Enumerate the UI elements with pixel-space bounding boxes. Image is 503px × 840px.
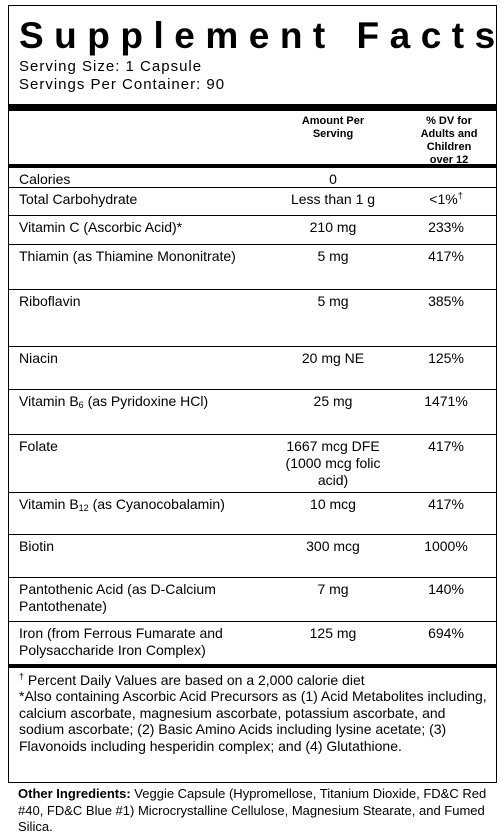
footnote-text: Percent Daily Values are based on a 2,00… <box>24 672 365 688</box>
daily-value: <1%† <box>401 191 491 208</box>
table-row: Riboflavin 5 mg 385% <box>9 290 496 347</box>
footnote: *Also containing Ascorbic Acid Precursor… <box>19 688 487 754</box>
daily-value: 1471% <box>401 393 491 410</box>
nutrient-name: Riboflavin <box>19 293 259 310</box>
text: Veggie Capsule (Hypromellose, Titanium D… <box>18 786 487 834</box>
amount: 125 mg <box>309 625 357 641</box>
nutrient-name: Vitamin B12 (as Cyanocobalamin) <box>19 496 259 513</box>
dv-text: 417% <box>428 248 464 264</box>
nutrient-name: Pantothenic Acid (as D-Calcium Pantothen… <box>19 581 259 615</box>
dv-text: 140% <box>428 581 464 597</box>
column-header: % DV for Adults and Children over 12 <box>420 115 478 166</box>
amount: 20 mg NE <box>301 350 365 366</box>
footnote: † Percent Daily Values are based on a 2,… <box>19 672 491 688</box>
name-text: (as Cyanocobalamin) <box>88 496 225 512</box>
table-row: Biotin 300 mcg 1000% <box>9 535 496 578</box>
name-text: Biotin <box>19 538 55 554</box>
name-text: Vitamin B <box>19 393 79 409</box>
amount: 0 <box>329 171 337 187</box>
nutrient-name: Iron (from Ferrous Fumarate and Polysacc… <box>19 625 259 659</box>
amount: 300 mcg <box>306 538 360 554</box>
dagger: † <box>19 671 25 682</box>
table-row: Folate 1667 mcg DFE (1000 mcg folic acid)… <box>9 435 496 493</box>
dv-text: 694% <box>428 625 464 641</box>
other-ingredients: Other Ingredients: Veggie Capsule (Hypro… <box>18 786 498 836</box>
dv-text: 385% <box>428 293 464 309</box>
name-text: (as Pyridoxine HCl) <box>83 393 209 409</box>
table-row: Vitamin C (Ascorbic Acid)* 210 mg 233% <box>9 216 496 245</box>
nutrient-name: Folate <box>19 438 259 455</box>
thick-rule <box>9 164 496 168</box>
amount: 210 mg <box>309 219 357 235</box>
nutrient-name: Niacin <box>19 350 259 367</box>
amount: 25 mg <box>313 393 353 409</box>
name-text: Folate <box>19 438 58 454</box>
thick-rule <box>9 664 496 668</box>
table-row: Calories 0 <box>9 168 496 188</box>
table-row: Iron (from Ferrous Fumarate and Polysacc… <box>9 622 496 665</box>
amount: 7 mg <box>317 581 349 597</box>
table-row: Thiamin (as Thiamine Mononitrate) 5 mg 417… <box>9 245 496 290</box>
daily-value: 417% <box>401 496 491 513</box>
name-subscript: 6 <box>78 400 84 410</box>
amount: 5 mg <box>317 248 349 264</box>
name-text: Riboflavin <box>19 293 81 309</box>
daily-value: 694% <box>401 625 491 642</box>
name-text: Pantothenic Acid (as D-Calcium Pantothen… <box>19 581 216 614</box>
daily-value: 1000% <box>401 538 491 555</box>
daily-value: 417% <box>401 248 491 265</box>
thick-rule <box>9 104 496 111</box>
name-text: Thiamin (as Thiamine Mononitrate) <box>19 248 236 264</box>
dv-text: 1000% <box>424 538 468 554</box>
name-text: Total Carbohydrate <box>19 191 138 207</box>
dv-text: 233% <box>428 219 464 235</box>
name-text: Vitamin C (Ascorbic Acid)* <box>19 219 183 235</box>
daily-value: 233% <box>401 219 491 236</box>
amount: 10 mcg <box>310 496 356 512</box>
dv-text: 125% <box>428 350 464 366</box>
nutrient-name: Vitamin B6 (as Pyridoxine HCl) <box>19 393 259 410</box>
nutrient-name: Thiamin (as Thiamine Mononitrate) <box>19 248 259 265</box>
name-text: Niacin <box>19 350 58 366</box>
table-row: Total Carbohydrate Less than 1 g <1%† <box>9 188 496 216</box>
nutrient-name: Calories <box>19 171 259 188</box>
daily-value: 385% <box>401 293 491 310</box>
amount: Less than 1 g <box>290 191 376 207</box>
servings-per-container: Servings Per Container: 90 <box>19 76 226 93</box>
label: Other Ingredients: <box>18 786 131 801</box>
nutrient-name: Biotin <box>19 538 259 555</box>
amount: 1667 mcg DFE (1000 mcg folic acid) <box>285 438 381 488</box>
name-text: Iron (from Ferrous Fumarate and Polysacc… <box>19 625 223 658</box>
dv-text: 1471% <box>424 393 468 409</box>
name-text: Vitamin B <box>19 496 79 512</box>
amount: 5 mg <box>317 293 349 309</box>
dv-text: 417% <box>428 438 464 454</box>
title: Supplement Facts <box>19 15 503 56</box>
name-text: Calories <box>19 171 71 187</box>
column-header: Amount Per Serving <box>301 115 365 140</box>
table-row: Pantothenic Acid (as D-Calcium Pantothen… <box>9 578 496 622</box>
dv-mark: † <box>457 190 463 201</box>
dv-text: <1% <box>429 191 458 207</box>
name-subscript: 12 <box>78 503 89 513</box>
daily-value: 417% <box>401 438 491 455</box>
facts-panel: Supplement Facts Serving Size: 1 Capsule… <box>8 5 497 783</box>
daily-value: 125% <box>401 350 491 367</box>
table-row: Vitamin B12 (as Cyanocobalamin) 10 mcg 417… <box>9 493 496 535</box>
dv-text: 417% <box>428 496 464 512</box>
footnotes: † Percent Daily Values are based on a 2,… <box>19 672 491 754</box>
table-row: Niacin 20 mg NE 125% <box>9 347 496 390</box>
table-row: Vitamin B6 (as Pyridoxine HCl) 25 mg 1471% <box>9 390 496 435</box>
nutrient-name: Vitamin C (Ascorbic Acid)* <box>19 219 259 236</box>
nutrient-name: Total Carbohydrate <box>19 191 259 208</box>
daily-value: 140% <box>401 581 491 598</box>
serving-size: Serving Size: 1 Capsule <box>19 58 203 75</box>
